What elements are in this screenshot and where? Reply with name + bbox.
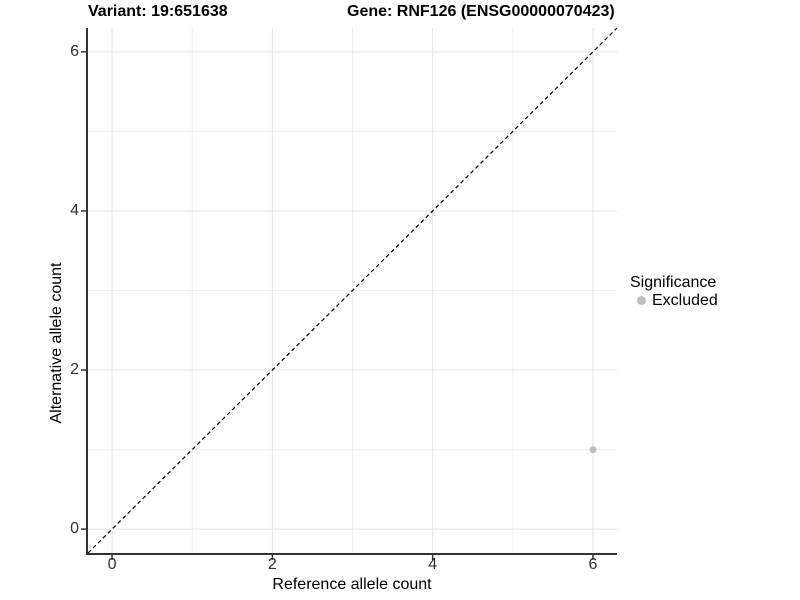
- identity-line: [87, 27, 618, 554]
- y-axis-title: Alternative allele count: [48, 262, 65, 424]
- legend-entry-label: Excluded: [652, 292, 718, 309]
- x-axis-title: Reference allele count: [272, 576, 432, 593]
- y-tick-label: 4: [70, 201, 79, 219]
- legend-entry-excluded: Excluded: [630, 292, 718, 309]
- x-tick-label: 0: [107, 556, 117, 573]
- data-point: [589, 446, 597, 454]
- x-tick-label: 6: [588, 556, 598, 573]
- x-tick-label: 2: [267, 556, 277, 573]
- legend-title: Significance: [630, 274, 717, 291]
- y-tick-label: 2: [70, 361, 79, 379]
- x-tick-label: 4: [428, 556, 438, 573]
- plot-title-gene: Gene: RNF126 (ENSG00000070423): [347, 3, 615, 20]
- y-tick-label: 0: [70, 520, 79, 538]
- legend-point-marker: [637, 296, 646, 305]
- plot-title-variant: Variant: 19:651638: [88, 3, 228, 20]
- legend: Significance Excluded: [630, 274, 718, 309]
- y-tick-label: 6: [70, 42, 79, 60]
